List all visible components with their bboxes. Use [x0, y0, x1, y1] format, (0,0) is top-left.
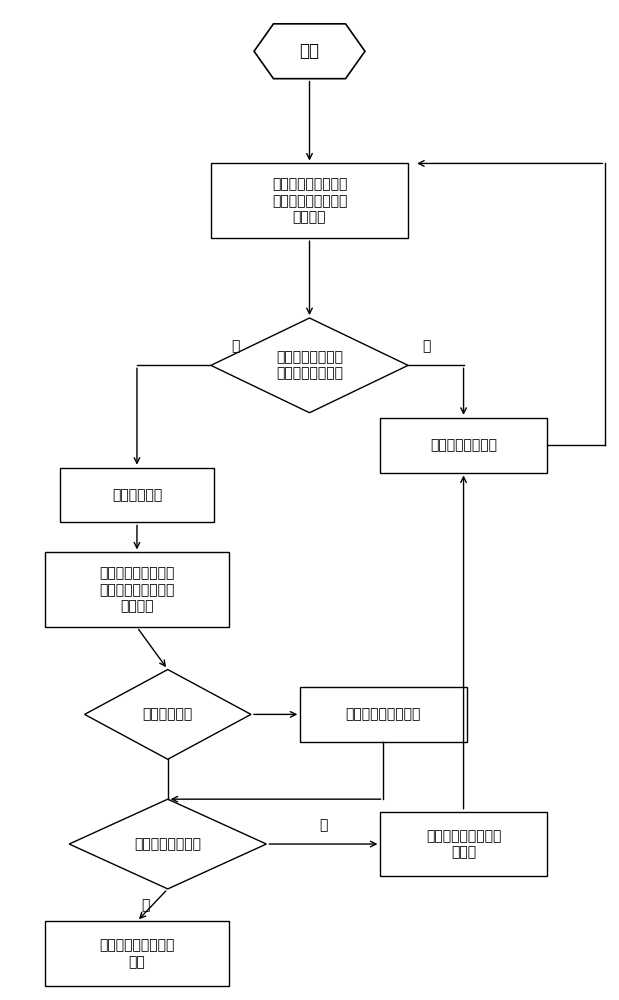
Text: 是否误差超限: 是否误差超限	[142, 707, 193, 721]
Text: 否: 否	[319, 818, 327, 832]
Text: 启动: 启动	[300, 42, 319, 60]
Text: 否: 否	[422, 339, 431, 353]
Text: 自动设定下一测量点
测量值: 自动设定下一测量点 测量值	[426, 829, 501, 859]
Text: 从电子式互感器校验
仪读取标准电流互感
器测量值: 从电子式互感器校验 仪读取标准电流互感 器测量值	[272, 178, 347, 224]
Text: 当前电流值是否为
设定的电流测量点: 当前电流值是否为 设定的电流测量点	[276, 350, 343, 380]
Text: 停止校准并自动生成
报告: 停止校准并自动生成 报告	[99, 939, 175, 969]
Text: 电流调节模块动作: 电流调节模块动作	[430, 438, 497, 452]
Text: 停止电流调节: 停止电流调节	[112, 488, 162, 502]
Text: 是: 是	[232, 339, 240, 353]
Text: 发出报警信号并记录: 发出报警信号并记录	[346, 707, 421, 721]
Text: 是: 是	[141, 898, 149, 912]
Text: 从电子式互感器校验
仪读取检测值、误差
值并记录: 从电子式互感器校验 仪读取检测值、误差 值并记录	[99, 567, 175, 613]
Text: 是否完成全部测量: 是否完成全部测量	[134, 837, 201, 851]
